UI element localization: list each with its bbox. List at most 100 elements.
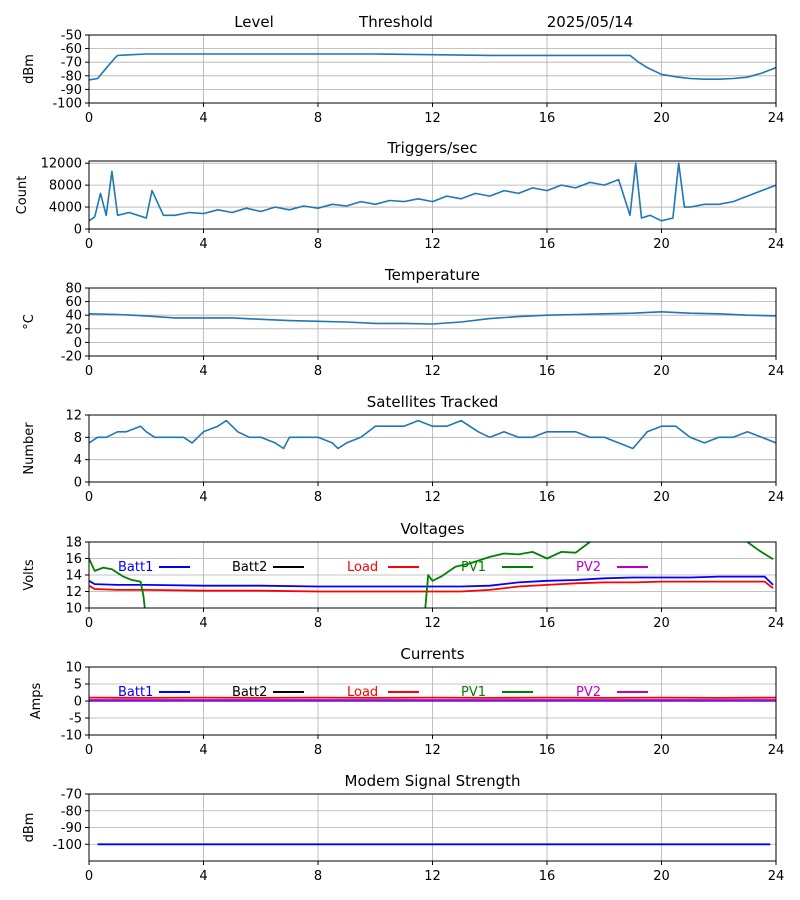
legend-label-batt1: Batt1 [118, 685, 153, 700]
x-tick-label: 0 [85, 616, 93, 631]
y-tick-label: -20 [61, 350, 82, 365]
y-tick-label: 40 [65, 309, 82, 324]
x-tick-label: 4 [199, 869, 207, 884]
y-tick-label: -60 [61, 42, 82, 57]
x-tick-label: 8 [314, 111, 322, 126]
y-tick-label: 20 [65, 322, 82, 337]
series-line-pv1 [89, 558, 146, 608]
x-tick-label: 16 [539, 490, 556, 505]
x-tick-label: 8 [314, 490, 322, 505]
y-tick-label: 0 [74, 695, 82, 710]
chart-triggers: 0 4 8 12 16 20 24 0 4000 8000 12000 Triggers/sec Cou… [15, 139, 784, 252]
y-tick-label: 4 [74, 453, 82, 468]
y-tick-label: 8000 [49, 179, 82, 194]
y-tick-label: 0 [74, 223, 82, 238]
chart-title: Voltages [400, 520, 464, 538]
x-tick-label: 16 [539, 237, 556, 252]
y-tick-label: 18 [65, 536, 82, 551]
chart-title: Satellites Tracked [367, 393, 498, 411]
y-tick-label: -50 [61, 29, 82, 44]
x-tick-label: 20 [653, 616, 670, 631]
x-tick-label: 20 [653, 111, 670, 126]
chart-currents: 0 4 8 12 16 20 24 -10 -5 0 5 10 Currents Amps Batt1 Bat… [29, 645, 784, 758]
y-tick-label: 10 [65, 602, 82, 617]
y-tick-label: -10 [61, 729, 82, 744]
legend-label-batt2: Batt2 [232, 685, 267, 700]
y-tick-label: 16 [65, 552, 82, 567]
x-tick-label: 0 [85, 490, 93, 505]
chart-title: Currents [400, 645, 464, 663]
legend-label-pv2: PV2 [576, 560, 601, 575]
series-line-pv1 [746, 542, 774, 561]
y-tick-label: -5 [69, 712, 82, 727]
y-tick-label: -100 [52, 838, 82, 853]
x-tick-label: 20 [653, 490, 670, 505]
y-tick-label: 80 [65, 282, 82, 297]
chart-modem: 0 4 8 12 16 20 24 -100 -90 -80-70 Modem Signal Str… [22, 772, 784, 884]
y-axis-label: dBm [22, 813, 37, 843]
header-threshold-label: Threshold [358, 13, 433, 31]
x-tick-label: 8 [314, 869, 322, 884]
x-tick-label: 20 [653, 237, 670, 252]
x-tick-label: 20 [653, 364, 670, 379]
series-line-data [89, 419, 776, 450]
y-tick-label: -80 [61, 804, 82, 819]
y-tick-label: -70 [61, 788, 82, 803]
y-axis-label: Amps [29, 682, 44, 719]
y-tick-label: -80 [61, 69, 82, 84]
x-tick-label: 12 [424, 237, 441, 252]
x-tick-label: 8 [314, 616, 322, 631]
x-tick-label: 24 [768, 869, 785, 884]
chart-title: Temperature [384, 266, 480, 284]
y-axis-label: Volts [22, 559, 37, 591]
y-axis-label: Number [22, 422, 37, 475]
x-tick-label: 4 [199, 364, 207, 379]
legend-label-load: Load [347, 685, 378, 700]
y-axis-label: Count [15, 176, 30, 215]
x-tick-label: 12 [424, 490, 441, 505]
chart-level: 0 4 8 12 16 20 24 -100-90-80-70-60-50 dBm [22, 29, 784, 127]
y-tick-label: -90 [61, 821, 82, 836]
x-tick-label: 8 [314, 237, 322, 252]
y-tick-label: 14 [65, 569, 82, 584]
x-tick-label: 24 [768, 111, 785, 126]
x-tick-label: 0 [85, 111, 93, 126]
y-tick-label: 5 [74, 678, 82, 693]
y-tick-label: 0 [74, 476, 82, 491]
x-tick-label: 16 [539, 869, 556, 884]
x-tick-label: 4 [199, 616, 207, 631]
x-tick-label: 0 [85, 237, 93, 252]
y-tick-label: 60 [65, 295, 82, 310]
legend-label-batt2: Batt2 [232, 560, 267, 575]
y-tick-label: -100 [52, 97, 82, 112]
y-axis-label: °C [22, 314, 37, 330]
x-tick-label: 12 [424, 869, 441, 884]
legend-label-pv1: PV1 [461, 685, 486, 700]
x-tick-label: 20 [653, 869, 670, 884]
series-line-pv1 [424, 542, 591, 608]
legend-label-batt1: Batt1 [118, 560, 153, 575]
y-tick-label: 8 [74, 431, 82, 446]
series-line-load [89, 580, 774, 593]
x-tick-label: 20 [653, 743, 670, 758]
x-tick-label: 24 [768, 743, 785, 758]
y-axis-label: dBm [22, 54, 37, 84]
x-tick-label: 12 [424, 111, 441, 126]
y-tick-label: 10 [65, 661, 82, 676]
x-tick-label: 24 [768, 237, 785, 252]
y-tick-label: 4000 [49, 201, 82, 216]
y-tick-label: 12 [65, 409, 82, 424]
series-line-data [89, 310, 776, 325]
header-level-label: Level [234, 13, 274, 31]
x-tick-label: 8 [314, 743, 322, 758]
y-tick-label: 12 [65, 585, 82, 600]
x-tick-label: 4 [199, 490, 207, 505]
x-tick-label: 12 [424, 743, 441, 758]
x-tick-label: 16 [539, 111, 556, 126]
y-tick-label: 0 [74, 336, 82, 351]
series-line-data [89, 53, 776, 81]
x-tick-label: 24 [768, 616, 785, 631]
